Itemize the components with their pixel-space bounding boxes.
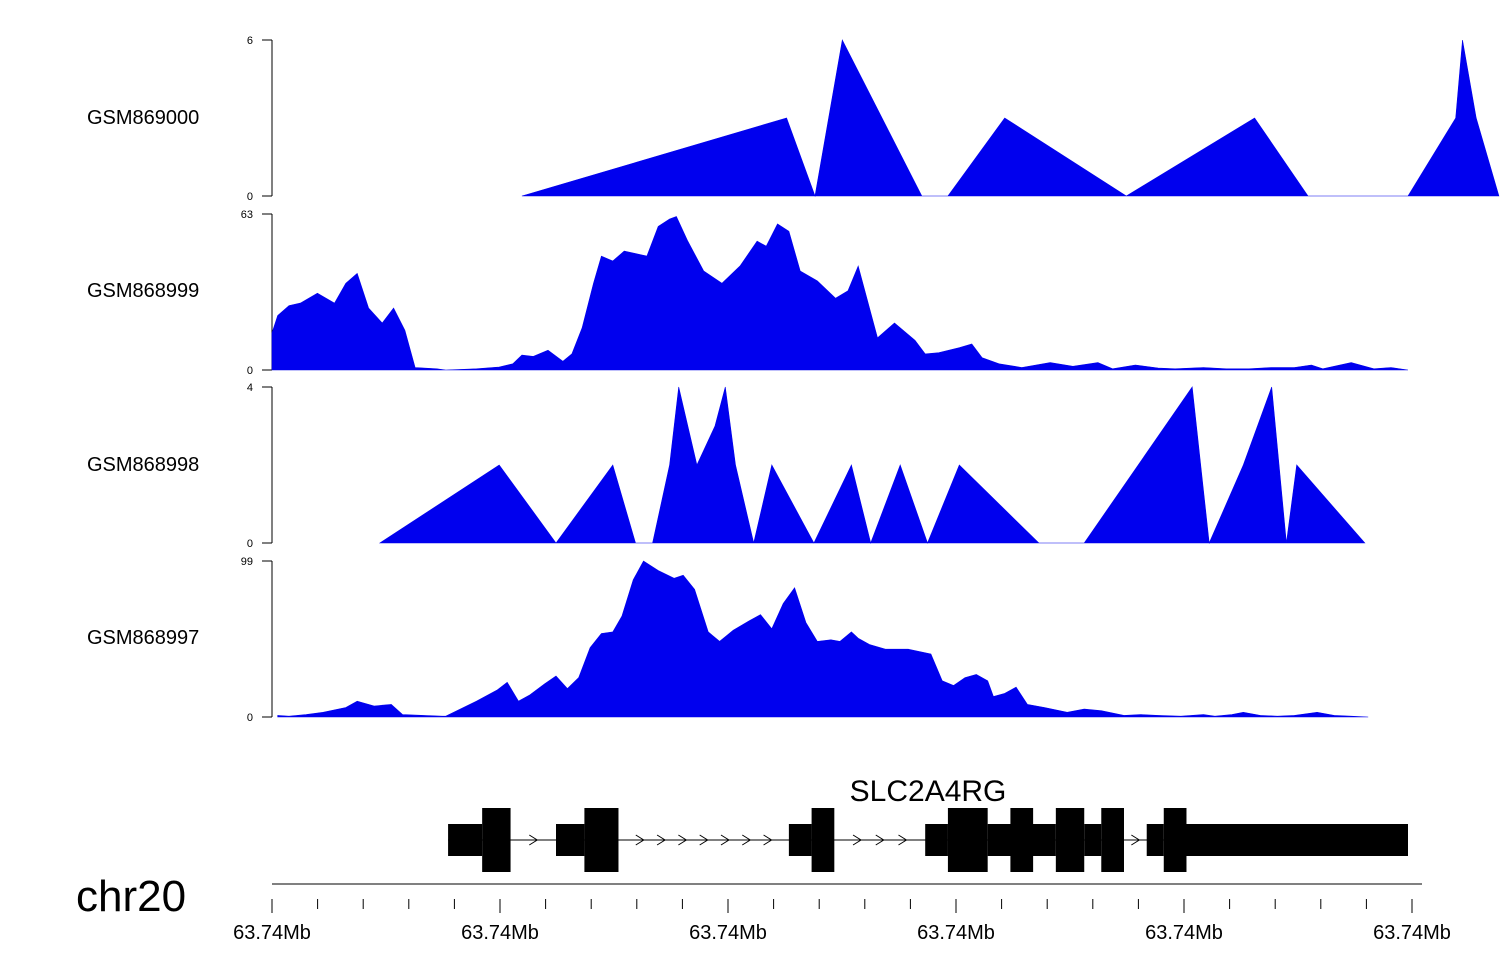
strand-arrow xyxy=(875,834,885,846)
strand-arrow xyxy=(898,834,908,846)
track-gsm868997: GSM868997 0 99 xyxy=(87,556,1369,724)
x-tick-label: 63.74Mb xyxy=(1373,922,1451,944)
track-gsm869000: GSM869000 0 6 xyxy=(87,35,1500,203)
strand-arrow xyxy=(742,834,752,846)
track-label: GSM868999 xyxy=(87,280,199,302)
y-tick-label: 99 xyxy=(241,556,253,568)
x-tick-label: 63.74Mb xyxy=(917,922,995,944)
y-tick-label: 0 xyxy=(247,365,253,377)
y-tick-label: 63 xyxy=(241,209,253,221)
coverage-tracks: GSM86900006GSM868999063GSM86899804GSM868… xyxy=(87,35,1500,724)
x-tick-label: 63.74Mb xyxy=(1145,922,1223,944)
coding-exon xyxy=(1055,808,1085,872)
utr-exon xyxy=(1146,824,1164,856)
strand-arrow xyxy=(699,834,709,846)
coding-exon xyxy=(1163,808,1187,872)
y-tick-label: 6 xyxy=(247,35,253,47)
coding-exon xyxy=(1101,808,1124,872)
track-label: GSM868997 xyxy=(87,627,199,649)
chromosome-label: chr20 xyxy=(76,872,186,921)
y-tick-label: 0 xyxy=(247,538,253,550)
utr-exon xyxy=(448,824,483,856)
strand-arrow xyxy=(635,834,645,846)
gene-name-label: SLC2A4RG xyxy=(850,775,1007,808)
strand-arrow xyxy=(529,834,539,846)
coding-exon xyxy=(482,808,511,872)
strand-arrow xyxy=(763,834,773,846)
strand-arrow xyxy=(656,834,667,846)
utr-exon xyxy=(1175,824,1408,856)
strand-arrow xyxy=(678,834,688,846)
x-tick-label: 63.74Mb xyxy=(233,922,311,944)
x-tick-label: 63.74Mb xyxy=(689,922,767,944)
coding-exon xyxy=(947,808,988,872)
strand-arrow xyxy=(852,834,862,846)
strand-arrow xyxy=(1131,834,1141,846)
y-tick-label: 0 xyxy=(247,191,253,203)
track-gsm868998: GSM868998 0 4 xyxy=(87,382,1366,550)
coding-exon xyxy=(811,808,835,872)
gene-annotation-track: SLC2A4RG xyxy=(448,775,1408,872)
y-tick-label: 0 xyxy=(247,712,253,724)
utr-exon xyxy=(1084,824,1102,856)
x-tick-label: 63.74Mb xyxy=(461,922,539,944)
y-tick-label: 4 xyxy=(247,382,253,394)
utr-exon xyxy=(556,824,585,856)
track-gsm868999: GSM868999 0 63 xyxy=(87,209,1409,377)
track-label: GSM869000 xyxy=(87,107,199,129)
strand-arrow xyxy=(720,834,730,846)
coding-exon xyxy=(584,808,619,872)
genome-axis: chr20 63.74Mb 63.74Mb 63.74Mb 63.74Mb 63.74M… xyxy=(76,872,1451,944)
coverage-area xyxy=(378,386,1366,545)
utr-exon xyxy=(925,824,948,856)
utr-exon xyxy=(788,824,812,856)
coverage-area xyxy=(277,560,1369,718)
coverage-area xyxy=(521,39,1500,198)
coverage-area xyxy=(271,216,1409,371)
coding-exon xyxy=(1010,808,1034,872)
track-label: GSM868998 xyxy=(87,454,199,476)
gene-model xyxy=(448,808,1408,872)
